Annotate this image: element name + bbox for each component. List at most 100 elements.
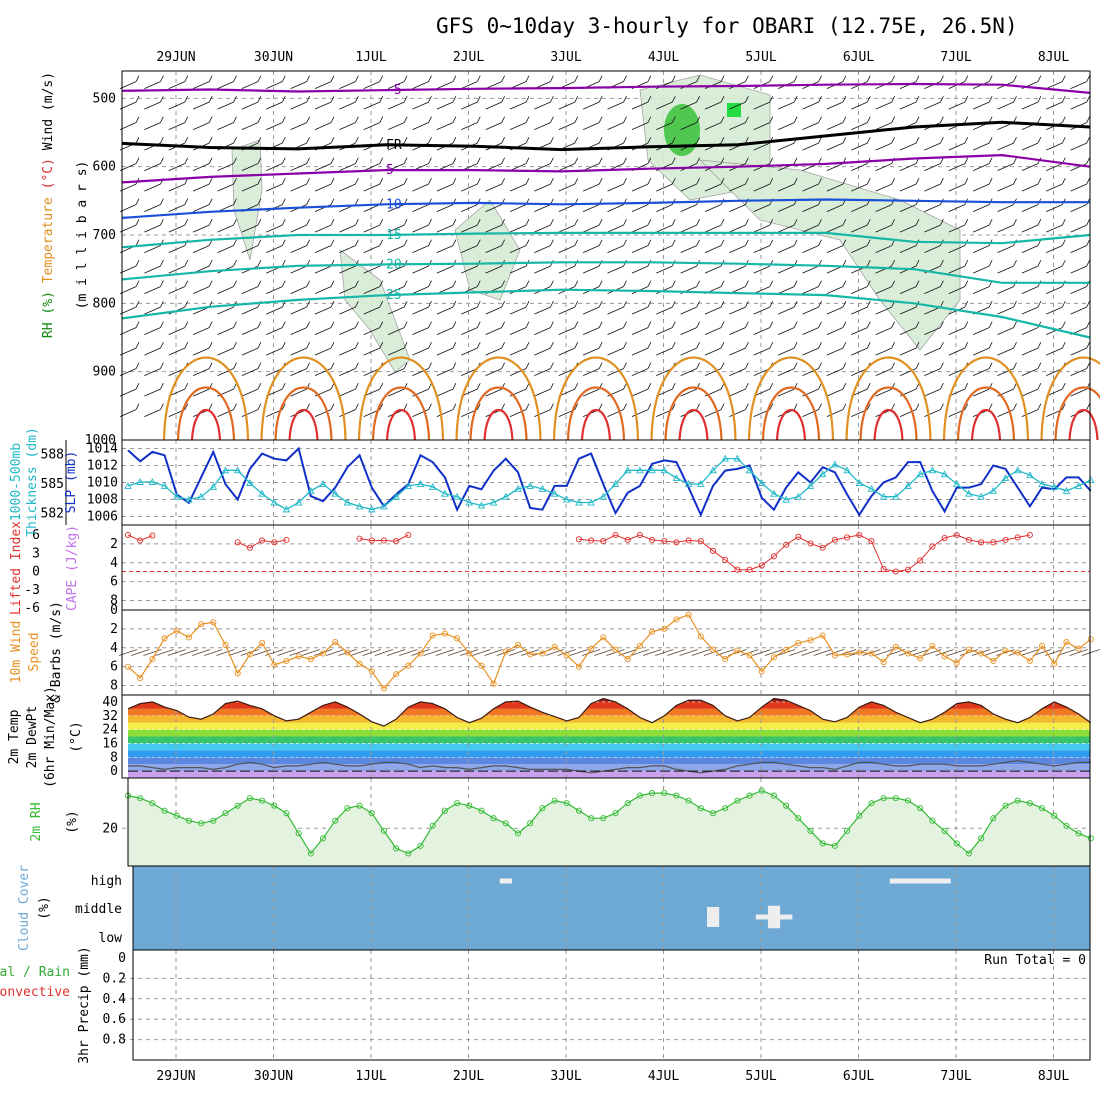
- wind-barb: [801, 649, 820, 656]
- barb-shaft: [290, 122, 307, 131]
- wind-barb: [326, 649, 345, 656]
- wind-barb: [630, 649, 650, 656]
- thickness-line-marker: [1026, 471, 1034, 479]
- lifted-index-tick-label: -3: [24, 583, 40, 598]
- barb-feather: [160, 362, 164, 369]
- axis-title-part: (6hr Min/Max): [43, 686, 58, 788]
- barb-shaft: [972, 183, 990, 192]
- wind-barb: [1046, 95, 1066, 110]
- thickness-line-marker: [843, 466, 851, 474]
- barb-shaft: [680, 204, 697, 213]
- barb-shaft: [1070, 101, 1087, 110]
- barb-feather: [720, 218, 725, 226]
- barb-feather: [1061, 177, 1066, 185]
- warm-contour: [483, 409, 514, 441]
- barb-feather: [501, 177, 505, 185]
- wind-barb: [753, 177, 774, 192]
- barb-feather: [501, 95, 505, 103]
- rh-line-marker: [295, 830, 302, 837]
- barb-shaft: [266, 245, 283, 254]
- axis-title-part: Temperature: [41, 197, 56, 291]
- axis-title: (%): [65, 810, 80, 833]
- barb-feather: [1013, 341, 1017, 349]
- thickness-line-marker: [160, 481, 169, 489]
- barb-feather: [184, 300, 189, 308]
- barb-shaft: [192, 245, 210, 254]
- wind-barb: [826, 136, 847, 151]
- wind-barb: [972, 198, 993, 213]
- wind-barb: [339, 382, 359, 397]
- wind-barb: [363, 218, 384, 233]
- barb-shaft: [802, 327, 819, 336]
- rh-line-marker: [868, 800, 875, 807]
- temperature-line: [127, 697, 1092, 727]
- wind-barb: [314, 218, 335, 233]
- barb-shaft: [802, 286, 819, 295]
- wind-speed-line-marker: [600, 634, 607, 641]
- wind-barb: [558, 75, 579, 90]
- temperature-mask: [128, 695, 1091, 727]
- barb-feather: [525, 403, 530, 410]
- barb-feather: [1086, 177, 1090, 185]
- barb-shaft: [582, 224, 600, 233]
- barb-shaft: [192, 286, 210, 295]
- barb-feather: [1061, 382, 1066, 390]
- wind-barb: [948, 341, 969, 356]
- wind-barb: [607, 218, 627, 233]
- wind-barb: [680, 218, 700, 233]
- barb-shaft: [509, 101, 527, 110]
- wind-barb: [607, 403, 627, 418]
- barb-feather: [720, 341, 725, 349]
- barb-feather: [330, 300, 335, 308]
- temp-band: [128, 715, 1090, 723]
- barb-shaft: [192, 327, 210, 336]
- barb-feather: [623, 218, 627, 226]
- wind-speed-line-marker: [344, 649, 351, 656]
- barb-shaft: [997, 163, 1014, 172]
- barb-feather: [208, 280, 213, 287]
- wind-barb: [314, 280, 335, 295]
- lifted-index-line-marker: [734, 566, 741, 573]
- thickness-line-marker: [575, 498, 583, 506]
- barb-shaft: [1021, 327, 1039, 336]
- wind-barb: [363, 280, 384, 295]
- rh-line-marker: [661, 790, 668, 797]
- wind-barb: [656, 280, 676, 295]
- wind-barb: [168, 259, 189, 274]
- barb-feather: [623, 341, 627, 349]
- barb-feather: [501, 239, 505, 246]
- barb-feather: [574, 218, 579, 226]
- barb-shaft: [582, 265, 600, 274]
- barb-shaft: [972, 388, 990, 397]
- date-label-bottom: 4JUL: [648, 1069, 679, 1084]
- barb-feather: [988, 157, 993, 164]
- barb-feather: [452, 218, 457, 226]
- barb-feather: [647, 218, 652, 226]
- barb-shaft: [412, 183, 429, 192]
- barb-feather: [745, 341, 749, 349]
- barb-feather: [623, 95, 627, 103]
- barb-feather: [696, 321, 700, 328]
- barb-feather: [866, 218, 871, 226]
- barb-shaft: [948, 286, 965, 295]
- wind-barb: [972, 75, 993, 90]
- barb-shaft: [314, 265, 332, 274]
- barb-feather: [1013, 362, 1017, 369]
- barb-feather: [1061, 95, 1066, 103]
- rh-line-marker: [819, 840, 826, 847]
- barb-feather: [233, 177, 237, 185]
- barb-feather: [964, 321, 969, 328]
- rh-line-marker: [259, 797, 266, 804]
- barb-shaft: [729, 122, 746, 131]
- lifted-index-line-marker: [929, 543, 936, 550]
- wind-barb: [509, 218, 530, 233]
- barb-feather: [818, 95, 822, 103]
- barb-shaft: [924, 183, 941, 192]
- barb-feather: [135, 341, 140, 349]
- barb-feather: [379, 341, 384, 349]
- wind-barb: [582, 300, 603, 315]
- barb-feather: [745, 300, 749, 308]
- barb-shaft: [241, 409, 259, 418]
- wind-barb: [387, 300, 408, 315]
- axis-title-part: (m/s): [49, 601, 64, 648]
